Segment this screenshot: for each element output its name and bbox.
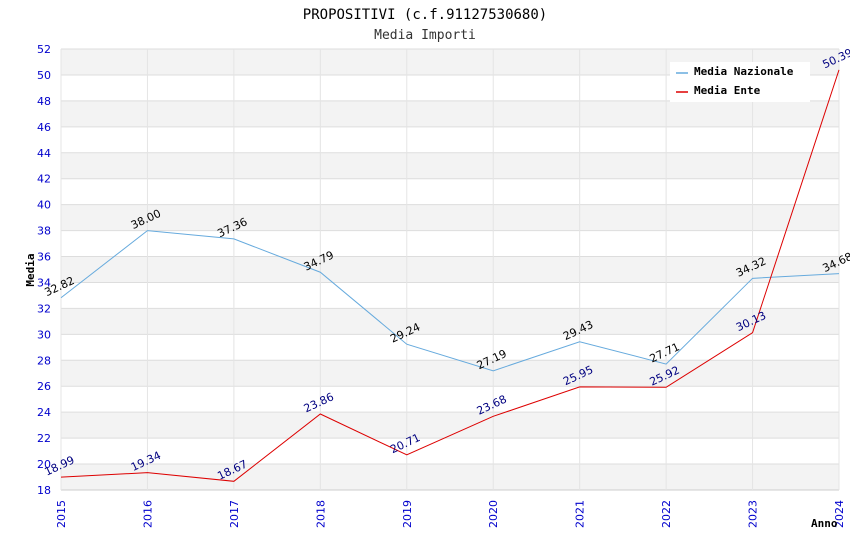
grid-band [61, 204, 839, 231]
y-tick-label: 26 [37, 380, 51, 393]
x-tick-label: 2015 [55, 500, 68, 528]
x-tick-label: 2024 [833, 500, 846, 528]
grid-band [61, 100, 839, 127]
legend-label-media-nazionale: Media Nazionale [694, 65, 794, 78]
grid-lines [60, 48, 840, 491]
y-tick-label: 34 [37, 276, 51, 289]
y-tick-label: 30 [37, 328, 51, 341]
y-tick-label: 28 [37, 354, 51, 367]
grid-bands [61, 49, 839, 490]
grid-band [61, 386, 839, 413]
y-tick-label: 40 [37, 199, 51, 212]
legend: Media Nazionale Media Ente [670, 62, 810, 102]
x-tick-label: 2016 [141, 500, 154, 528]
chart-subtitle: Media Importi [374, 28, 476, 43]
y-tick-label: 36 [37, 251, 51, 264]
grid-band [61, 360, 839, 387]
grid-band [61, 438, 839, 465]
grid-band [61, 464, 839, 490]
y-tick-label: 48 [37, 95, 51, 108]
series-line-media-nazionale [60, 230, 840, 372]
grid-band [61, 308, 839, 335]
grid-band [61, 230, 839, 257]
grid-band [61, 282, 839, 309]
grid-band [61, 334, 839, 361]
y-tick-label: 42 [37, 173, 51, 186]
x-tick-label: 2017 [228, 500, 241, 528]
grid-band [61, 178, 839, 205]
legend-box [670, 62, 810, 102]
grid-band [61, 152, 839, 179]
x-axis-label: Anno [811, 517, 838, 530]
y-axis-ticks: 18 20 22 24 26 28 30 32 34 36 38 40 42 44 46 48 50 52 [37, 43, 51, 497]
x-tick-label: 2018 [314, 500, 327, 528]
x-tick-label: 2023 [747, 500, 760, 528]
x-tick-label: 2022 [660, 500, 673, 528]
chart-title: PROPOSITIVI (c.f.91127530680) [303, 7, 547, 23]
grid-band [61, 126, 839, 153]
y-tick-label: 24 [37, 406, 51, 419]
y-axis-label: Media [24, 253, 37, 286]
y-tick-label: 22 [37, 432, 51, 445]
y-tick-label: 18 [37, 484, 51, 497]
series-line-media-ente [60, 69, 840, 482]
grid-band [61, 412, 839, 439]
y-tick-label: 38 [37, 225, 51, 238]
x-axis-ticks: 2015 2016 2017 2018 2019 2020 2021 2022 2023 2024 [55, 500, 846, 528]
x-tick-label: 2020 [487, 500, 500, 528]
grid-band [61, 256, 839, 283]
y-tick-label: 32 [37, 302, 51, 315]
x-tick-label: 2019 [401, 500, 414, 528]
legend-label-media-ente: Media Ente [694, 84, 761, 97]
x-tick-label: 2021 [574, 500, 587, 528]
series-lines [60, 69, 840, 482]
y-tick-label: 52 [37, 43, 51, 56]
y-tick-label: 44 [37, 147, 51, 160]
y-tick-label: 50 [37, 69, 51, 82]
y-tick-label: 20 [37, 458, 51, 471]
y-tick-label: 46 [37, 121, 51, 134]
